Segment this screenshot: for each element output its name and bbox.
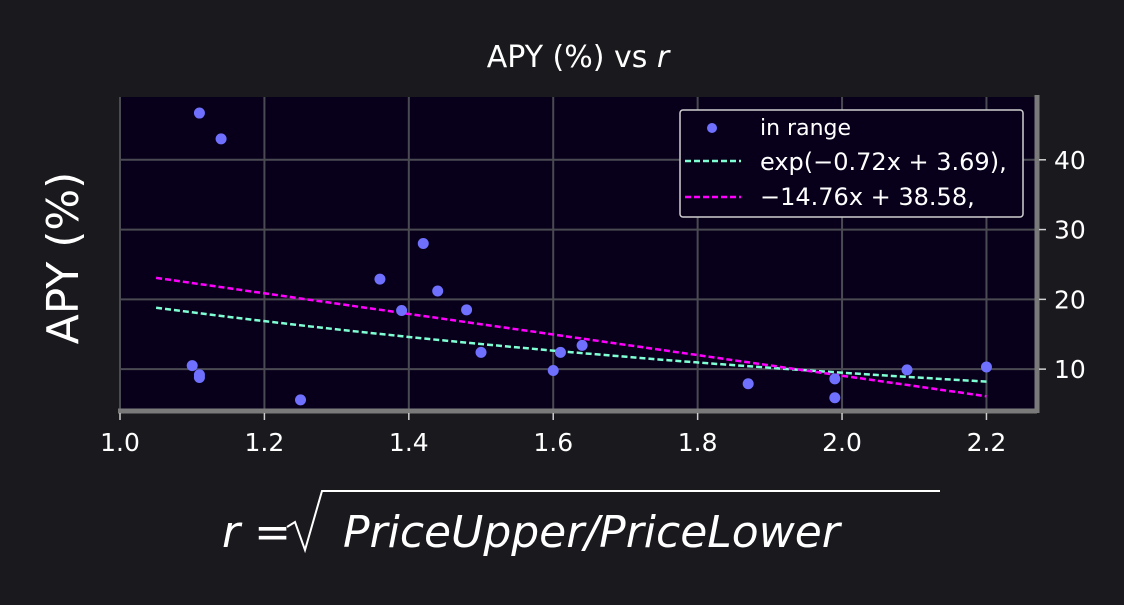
y-axis-label: APY (%) [38, 172, 89, 345]
data-point-17 [829, 392, 841, 404]
x-tick-label-2: 1.4 [389, 428, 429, 457]
data-point-14 [576, 339, 588, 351]
data-point-9 [432, 285, 444, 297]
data-point-8 [417, 238, 429, 250]
y-tick-label-3: 40 [1054, 146, 1086, 175]
data-point-12 [547, 365, 559, 377]
legend-marker-points [707, 123, 717, 133]
data-point-15 [742, 378, 754, 390]
x-tick-label-5: 2.0 [822, 428, 862, 457]
fit-line-linear [155, 276, 987, 398]
legend-label-linear: −14.76x + 38.58, [760, 183, 975, 211]
data-points [186, 107, 992, 406]
x-axis-label-lhs: r = [222, 507, 291, 558]
x-tick-label-3: 1.6 [533, 428, 573, 457]
x-tick-label-0: 1.0 [100, 428, 140, 457]
x-tick-label-1: 1.2 [245, 428, 285, 457]
y-tick-label-2: 30 [1054, 216, 1086, 245]
data-point-19 [980, 361, 992, 373]
data-point-18 [901, 364, 913, 376]
x-tick-labels: 1.0 1.2 1.4 1.6 1.8 2.0 2.2 [100, 413, 1006, 457]
fit-lines [155, 276, 987, 398]
data-point-5 [295, 394, 307, 406]
legend-label-points: in range [760, 116, 851, 141]
sqrt-symbol [286, 490, 940, 554]
data-point-2 [186, 360, 198, 372]
data-point-4 [193, 372, 205, 384]
legend-box [679, 109, 1024, 218]
chart-title: APY (%) vs r [487, 40, 671, 75]
data-point-13 [554, 346, 566, 358]
data-point-6 [374, 273, 386, 285]
y-tick-label-0: 10 [1054, 355, 1086, 384]
legend-label-exp: exp(−0.72x + 3.69), [760, 148, 1007, 176]
legend: in range exp(−0.72x + 3.69), −14.76x + 3… [679, 109, 1024, 218]
data-point-7 [396, 305, 408, 317]
chart-title-text: APY (%) vs [487, 40, 657, 75]
y-tick-labels: 10 20 30 40 [1039, 146, 1086, 384]
chart-title-variable: r [657, 40, 671, 75]
x-axis-label-radicand: PriceUpper/PriceLower [343, 507, 843, 558]
fit-line-exp [155, 306, 987, 383]
data-point-0 [193, 107, 205, 119]
x-tick-label-6: 2.2 [967, 428, 1007, 457]
data-point-16 [829, 373, 841, 385]
data-point-1 [215, 133, 227, 145]
data-point-10 [461, 304, 473, 316]
x-axis-label: r = PriceUpper/PriceLower [222, 490, 940, 558]
x-tick-label-4: 1.8 [678, 428, 718, 457]
data-point-11 [475, 346, 487, 358]
y-tick-label-1: 20 [1054, 285, 1086, 314]
